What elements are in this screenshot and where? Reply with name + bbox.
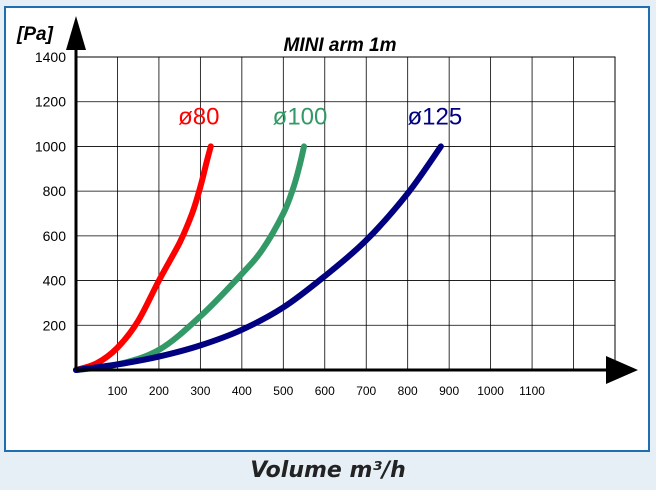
series-line-1: [73, 143, 214, 373]
y-tick-label: 1000: [35, 138, 66, 154]
x-tick-label: 500: [273, 384, 293, 398]
y-tick-label: 1400: [35, 49, 66, 65]
x-tick-label: 400: [232, 384, 252, 398]
x-tick-label: 700: [356, 384, 376, 398]
x-tick-label: 1100: [519, 384, 545, 398]
x-tick-label: 100: [107, 384, 127, 398]
y-axis-arrow: [66, 16, 86, 50]
x-tick-label: 600: [315, 384, 335, 398]
y-tick-label: 600: [43, 228, 67, 244]
x-axis-arrow: [606, 356, 638, 384]
chart: 200 400 600 800 1000 1200 1400 100 200 300 400 500 6…: [16, 16, 638, 398]
y-tick-label: 200: [43, 317, 67, 333]
x-tick-label: 1000: [477, 384, 504, 398]
series-line-3: [73, 143, 444, 373]
y-axis-label: [Pa]: [16, 24, 54, 45]
x-tick-label: 300: [190, 384, 210, 398]
series-label-1: ø80: [178, 103, 219, 130]
chart-title: MINI arm 1m: [284, 35, 397, 56]
x-axis-label: Volume m³/h: [250, 458, 406, 483]
series-label-3: ø125: [408, 103, 463, 130]
y-tick-label: 400: [43, 273, 67, 289]
y-tick-label: 800: [43, 183, 67, 199]
y-tick-label: 1200: [35, 94, 66, 110]
plot-area: [75, 56, 616, 371]
x-tick-label: 200: [149, 384, 169, 398]
x-tick-label: 800: [398, 384, 418, 398]
series-label-2: ø100: [273, 103, 328, 130]
x-tick-label: 900: [439, 384, 459, 398]
